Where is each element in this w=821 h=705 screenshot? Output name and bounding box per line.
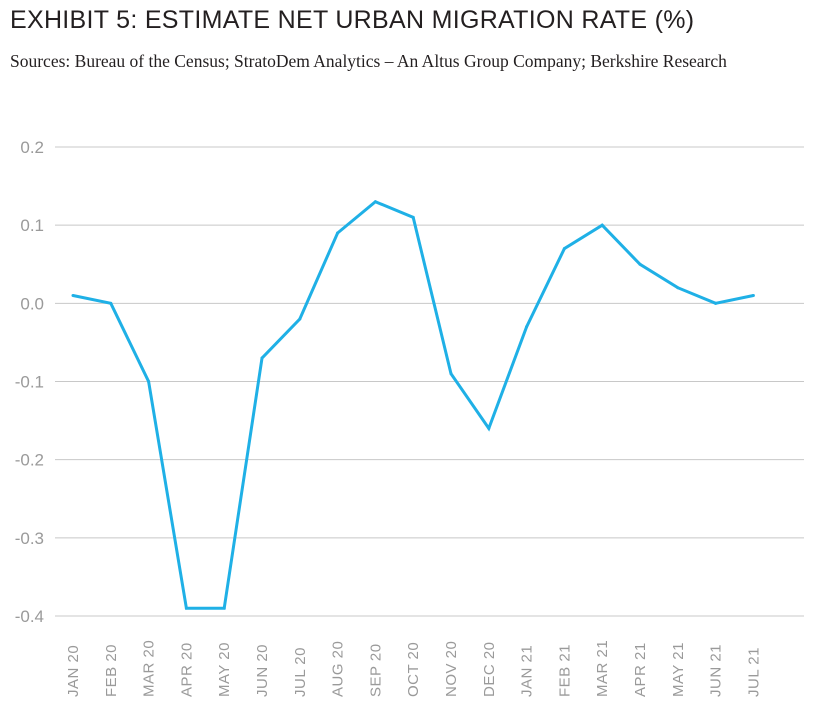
data-point — [638, 262, 642, 266]
data-point — [525, 325, 529, 329]
x-tick-label: MAY 20 — [216, 642, 233, 697]
x-tick-label: FEB 20 — [103, 644, 120, 697]
y-tick-label: -0.2 — [15, 451, 44, 470]
x-tick-label: DEC 20 — [481, 641, 498, 697]
x-tick-label: APR 21 — [632, 642, 649, 697]
data-point — [373, 200, 377, 204]
data-point — [336, 231, 340, 235]
data-point — [109, 301, 113, 305]
data-point — [600, 223, 604, 227]
x-tick-label: NOV 20 — [443, 641, 460, 697]
data-point — [147, 380, 151, 383]
data-point — [449, 372, 453, 376]
x-tick-label: MAR 21 — [594, 640, 611, 697]
x-tick-label: APR 20 — [178, 642, 195, 697]
y-tick-label: 0.1 — [20, 216, 44, 235]
data-point — [222, 606, 226, 610]
data-point — [487, 426, 491, 430]
x-tick-label: SEP 20 — [367, 643, 384, 697]
x-tick-label: MAR 20 — [141, 640, 158, 697]
data-point — [714, 301, 718, 305]
data-point — [676, 286, 680, 290]
y-tick-label: 0.0 — [20, 294, 44, 313]
data-point — [184, 606, 188, 610]
y-tick-label: -0.3 — [15, 529, 44, 548]
x-tick-label: JAN 21 — [519, 645, 536, 697]
chart-title: EXHIBIT 5: ESTIMATE NET URBAN MIGRATION … — [10, 6, 695, 34]
x-tick-label: OCT 20 — [405, 642, 422, 697]
x-tick-label: MAY 21 — [670, 642, 687, 697]
y-tick-label: -0.1 — [15, 373, 44, 392]
x-tick-label: AUG 20 — [330, 641, 347, 697]
x-tick-label: FEB 21 — [556, 644, 573, 697]
x-tick-label: JUN 20 — [254, 644, 271, 697]
x-tick-label: JAN 20 — [65, 645, 82, 697]
data-point — [411, 215, 415, 219]
data-point — [298, 317, 302, 321]
data-point — [751, 294, 755, 298]
x-tick-label: JUL 21 — [745, 647, 762, 697]
chart-subtitle: Sources: Bureau of the Census; StratoDem… — [10, 51, 727, 71]
data-point — [260, 356, 264, 360]
series-line — [72, 199, 754, 610]
data-point — [71, 294, 75, 298]
data-point — [562, 247, 566, 251]
x-tick-label: JUN 21 — [708, 644, 725, 697]
x-tick-label: JUL 20 — [292, 647, 309, 697]
y-tick-label: 0.2 — [20, 138, 44, 157]
y-tick-label: -0.4 — [15, 607, 44, 626]
